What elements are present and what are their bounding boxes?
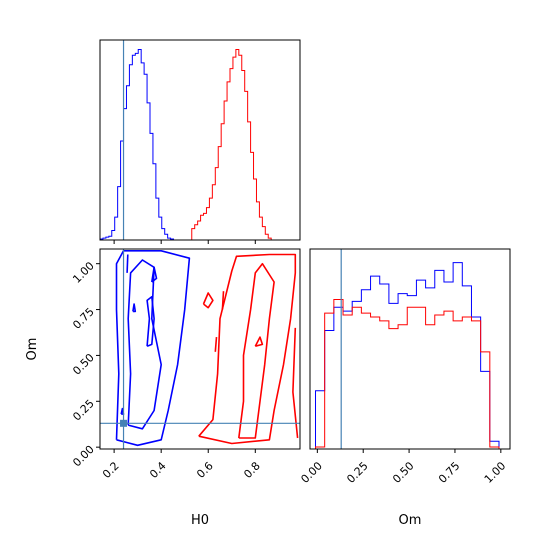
histogram-om-xlabel: Om xyxy=(399,513,422,528)
histogram-h0-panel xyxy=(99,39,301,244)
histogram-om-frame xyxy=(309,248,511,450)
x-tick-label: 0.4 xyxy=(147,459,169,481)
histogram-h0-frame xyxy=(99,39,301,241)
contour-frame xyxy=(99,248,301,450)
y-tick-label: 0.00 xyxy=(70,443,97,470)
contour-line-13 xyxy=(292,327,299,439)
contour-h0-om-panel: 0.2 0.4 0.6 0.8 0.00 0.25 0.50 0.75 1.00 H0 Om xyxy=(25,248,301,528)
y-tick-label: 1.00 xyxy=(70,259,97,286)
x-tick-label: 1.00 xyxy=(482,459,509,486)
y-tick-label: 0.75 xyxy=(70,305,97,332)
truth-marker xyxy=(120,419,128,427)
contour-line-11 xyxy=(221,291,225,310)
y-tick-label: 0.50 xyxy=(70,351,97,378)
contour-xlabel: H0 xyxy=(191,513,209,528)
contour-line-9 xyxy=(202,292,214,309)
contour-line-3 xyxy=(151,266,158,283)
contour-line-7 xyxy=(198,253,297,445)
x-tick-label: 0.25 xyxy=(344,459,371,486)
contour-line-12 xyxy=(254,336,264,347)
histogram-series-0 xyxy=(315,262,500,449)
x-tick-label: 0.75 xyxy=(436,459,463,486)
histogram-series-1 xyxy=(315,298,500,449)
contour-line-4 xyxy=(132,303,137,313)
contour-line-8 xyxy=(238,262,275,439)
contour-line-2 xyxy=(146,295,155,347)
x-tick-label: 0.50 xyxy=(390,459,417,486)
x-tick-label: 0.00 xyxy=(298,459,325,486)
x-tick-label: 0.2 xyxy=(100,459,122,481)
y-tick-label: 0.25 xyxy=(70,397,97,424)
contour-line-6 xyxy=(126,254,129,273)
histogram-om-panel: 0.00 0.25 0.50 0.75 1.00 Om xyxy=(298,248,511,528)
histogram-series-1 xyxy=(191,49,272,240)
x-tick-label: 0.8 xyxy=(241,459,263,481)
histogram-series-0 xyxy=(100,49,175,240)
contour-line-1 xyxy=(127,259,162,430)
contour-line-10 xyxy=(214,337,218,352)
contour-line-0 xyxy=(115,250,191,447)
x-tick-label: 0.6 xyxy=(194,459,216,481)
contour-ylabel: Om xyxy=(25,338,40,361)
